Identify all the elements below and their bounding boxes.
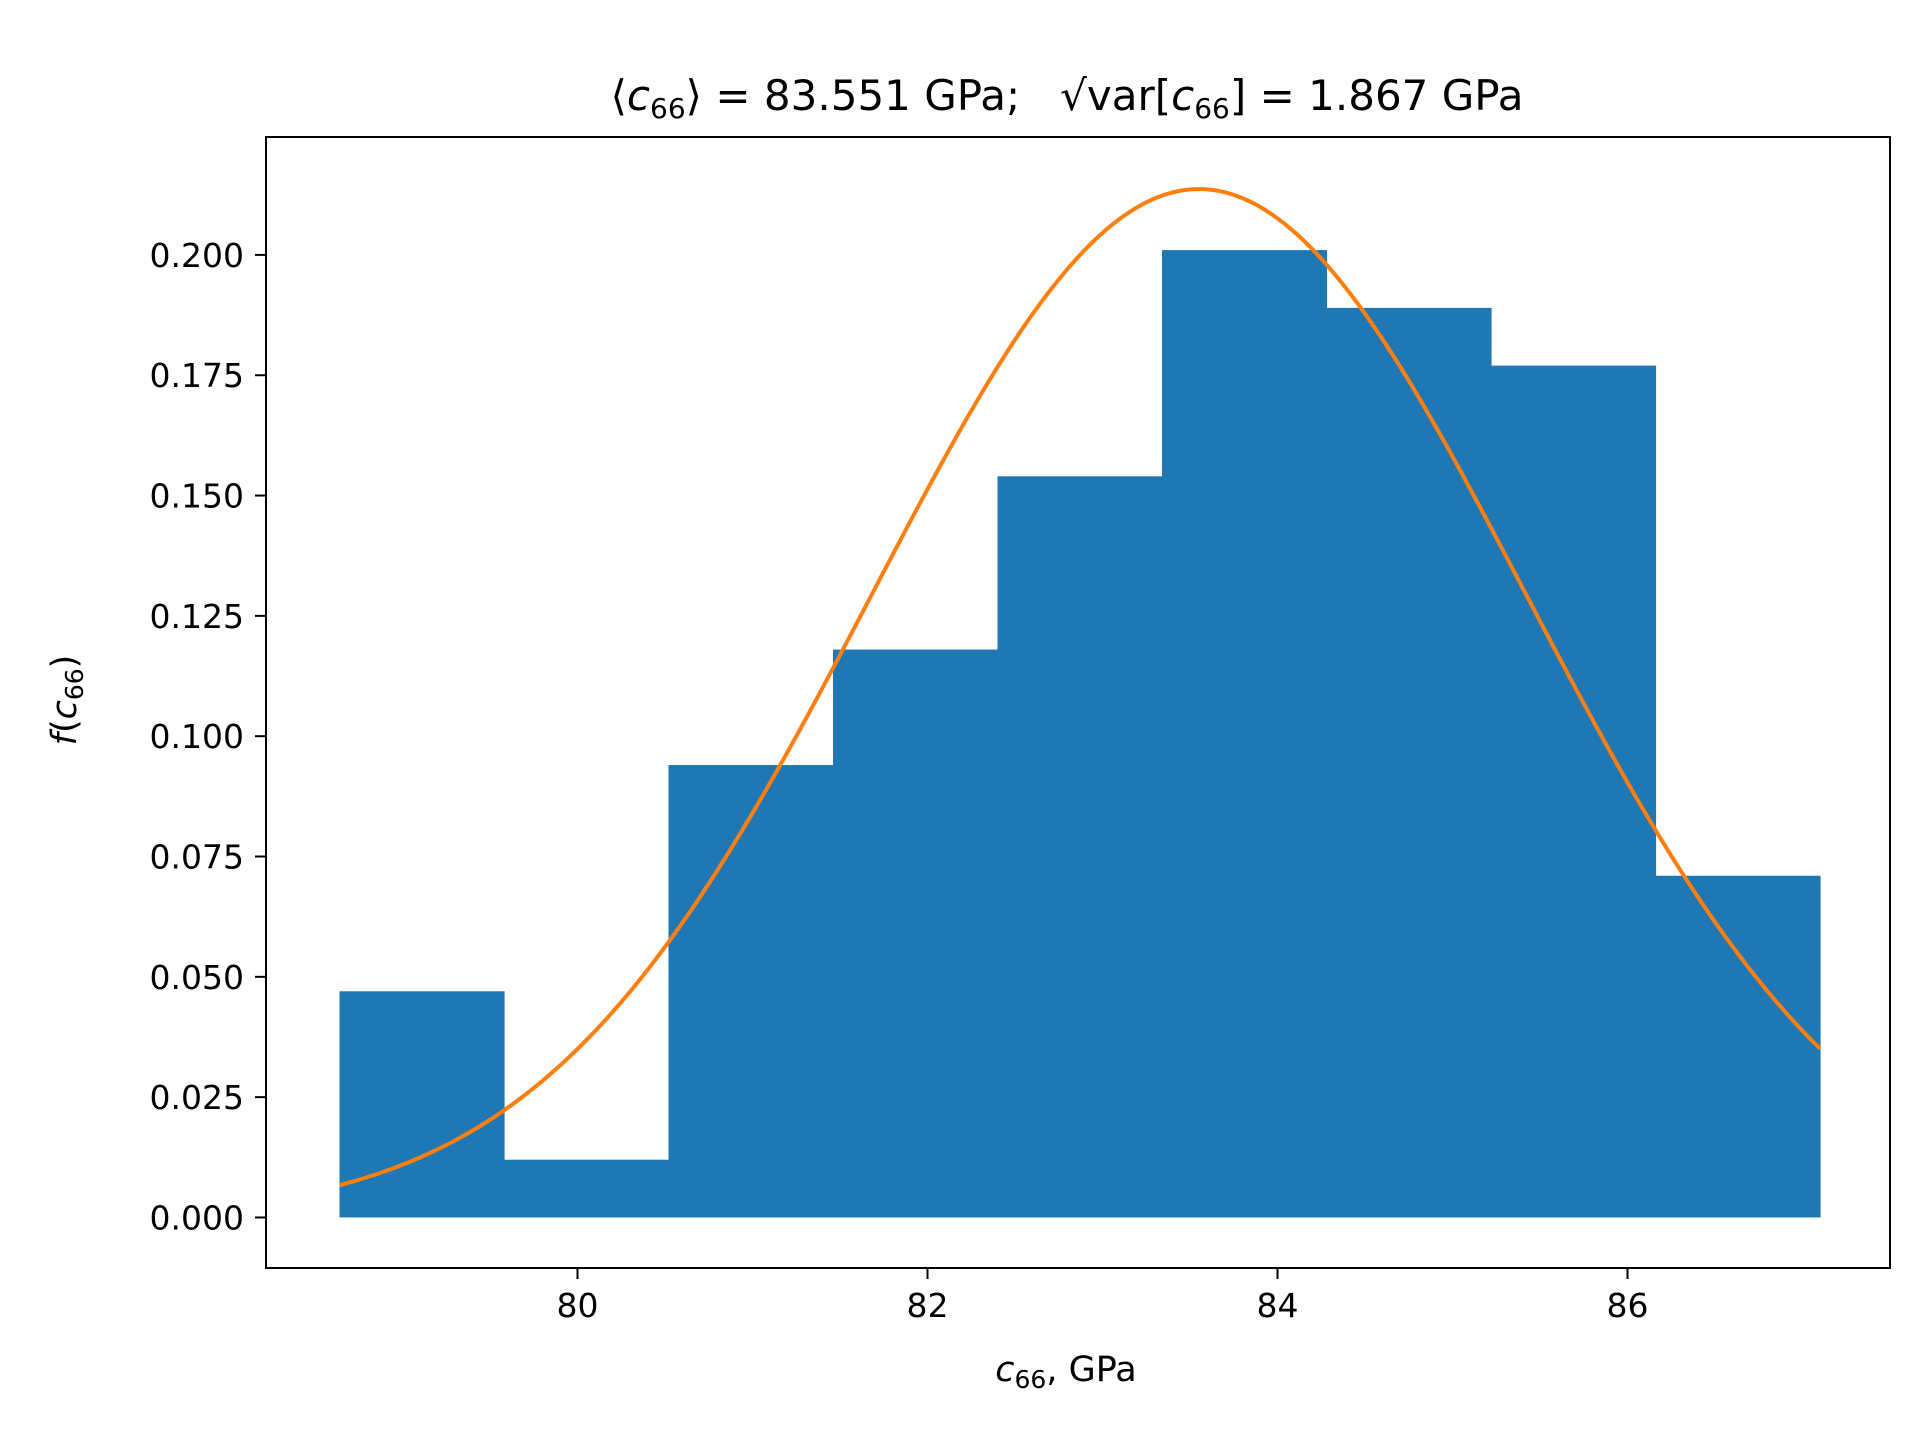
y-tick-label: 0.150 [150,477,244,516]
chart-title: ⟨c66⟩ = 83.551 GPa; √var[c66] = 1.867 GPa [611,71,1524,125]
histogram-bar [833,649,999,1218]
x-tick-label: 80 [557,1286,599,1325]
histogram-bar [339,991,505,1218]
normal-fit-curve [338,187,1822,1188]
y-axis-ticks: 0.000 0.025 0.050 0.075 0.100 0.125 0.150 0.175… [150,236,266,1237]
y-tick-label: 0.125 [150,597,244,636]
y-tick-label: 0.175 [150,356,244,395]
plot-frame [265,136,1891,1269]
y-tick-label: 0.050 [150,958,244,997]
x-tick-label: 82 [907,1286,949,1325]
histogram-bar [1655,875,1821,1218]
x-axis-label: c66, GPa [995,1350,1136,1394]
x-tick-label: 86 [1607,1286,1649,1325]
histogram-bar [504,1159,670,1218]
y-tick-label: 0.100 [150,717,244,756]
y-tick-label: 0.200 [150,236,244,275]
histogram-bar [1162,250,1328,1218]
x-axis-ticks: 80 82 84 86 [557,1268,1649,1325]
y-tick-label: 0.000 [150,1198,244,1237]
histogram-bar [1491,365,1657,1218]
histogram-bar [997,476,1163,1218]
normal-fit-curve-group [338,187,1822,1188]
histogram-bars [339,250,1821,1218]
histogram-bar [1326,307,1492,1218]
y-tick-label: 0.075 [150,838,244,877]
y-tick-label: 0.025 [150,1078,244,1117]
x-tick-label: 84 [1257,1286,1299,1325]
histogram-bar [668,765,834,1218]
y-axis-label: f(c66) [45,655,89,746]
